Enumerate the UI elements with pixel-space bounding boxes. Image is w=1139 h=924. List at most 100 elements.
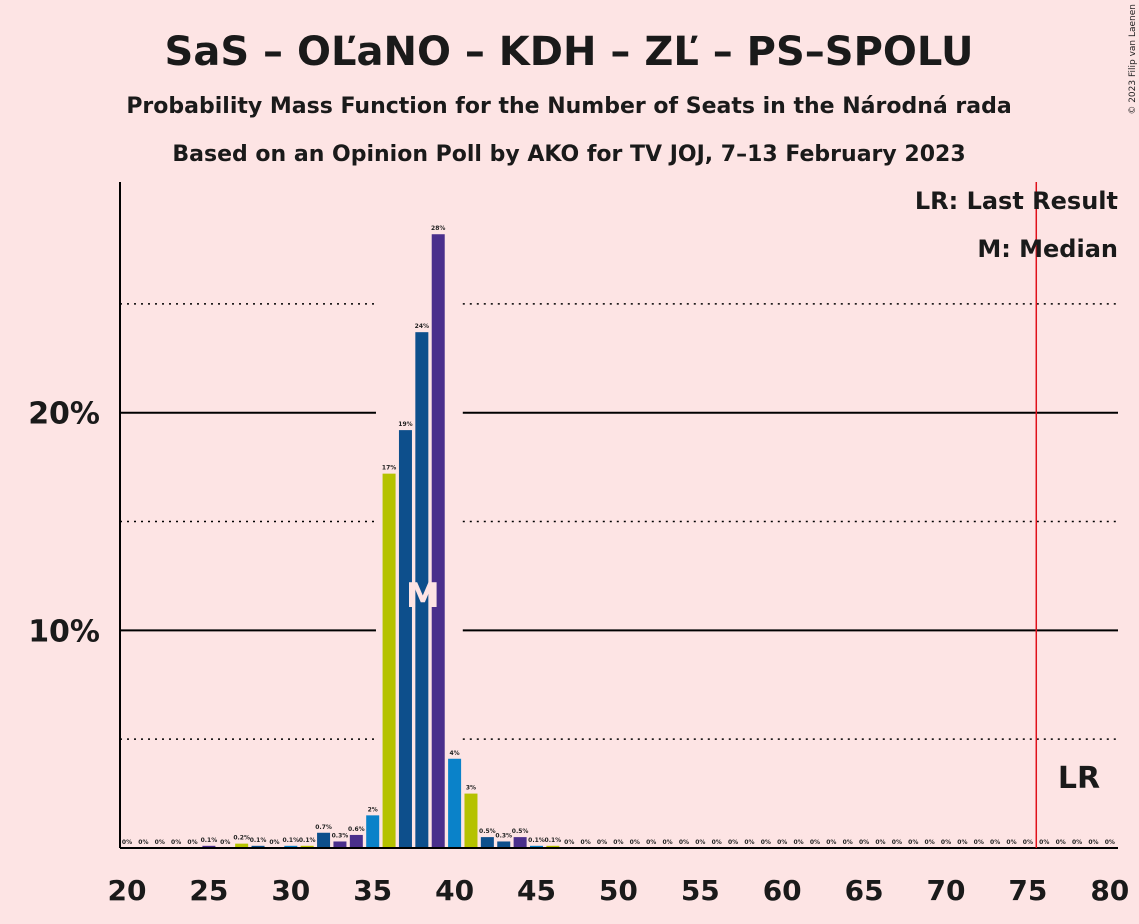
bar-label-49: 0%	[597, 839, 607, 846]
x-tick-label-50: 50	[599, 874, 638, 907]
bar-label-32: 0.7%	[315, 824, 332, 831]
bar-label-65: 0%	[859, 839, 869, 846]
bar-34	[349, 834, 363, 848]
bar-label-43: 0.3%	[495, 832, 512, 839]
bar-43	[497, 841, 511, 848]
bar-32	[317, 832, 331, 848]
x-tick-label-65: 65	[845, 874, 884, 907]
bar-label-38: 24%	[415, 323, 429, 330]
gridlines	[120, 303, 1118, 740]
bar-label-23: 0%	[171, 839, 181, 846]
bar-label-39: 28%	[431, 225, 445, 232]
copyright-note: © 2023 Filip van Laenen	[1128, 4, 1138, 115]
bar-36	[382, 473, 396, 848]
bar-label-50: 0%	[613, 839, 623, 846]
bar-label-27: 0.2%	[233, 835, 250, 842]
bar-label-21: 0%	[138, 839, 148, 846]
bar-label-41: 3%	[466, 785, 476, 792]
bar-label-61: 0%	[793, 839, 803, 846]
legend-median: M: Median	[977, 235, 1118, 263]
bar-label-52: 0%	[646, 839, 656, 846]
y-tick-labels: 10% 20%	[28, 397, 100, 650]
bar-38	[415, 332, 429, 848]
bar-label-31: 0.1%	[299, 837, 316, 844]
bar-label-67: 0%	[892, 839, 902, 846]
bar-46	[546, 845, 560, 848]
bar-label-40: 4%	[450, 750, 460, 757]
x-tick-label-40: 40	[435, 874, 474, 907]
bar-value-labels: 0% 0% 0% 0% 0% 0.1% 0%0.2% 0.1% 0% 0.1% 0.1%0.7%0.…	[122, 225, 1115, 846]
bar-label-74: 0%	[1006, 839, 1016, 846]
bar-label-22: 0%	[155, 839, 165, 846]
bar-label-66: 0%	[875, 839, 885, 846]
x-tick-label-60: 60	[763, 874, 802, 907]
y-tick-label-10: 10%	[28, 614, 100, 649]
bar-label-42: 0.5%	[479, 828, 496, 835]
bar-label-57: 0%	[728, 839, 738, 846]
bar-label-25: 0.1%	[201, 837, 218, 844]
bar-label-58: 0%	[744, 839, 754, 846]
bar-label-80: 0%	[1105, 839, 1115, 846]
bar-label-53: 0%	[662, 839, 672, 846]
bar-30	[284, 845, 298, 848]
bar-41	[464, 793, 478, 848]
bar-25	[202, 845, 216, 848]
bar-label-36: 17%	[382, 465, 396, 472]
x-tick-label-55: 55	[681, 874, 720, 907]
x-tick-label-20: 20	[108, 874, 147, 907]
bar-label-55: 0%	[695, 839, 705, 846]
x-tick-label-80: 80	[1090, 874, 1129, 907]
bar-label-30: 0.1%	[282, 837, 299, 844]
bar-45	[530, 845, 543, 848]
last-result-marker: LR	[1058, 761, 1100, 796]
bar-40	[448, 758, 462, 848]
bar-label-76: 0%	[1039, 839, 1049, 846]
bar-label-24: 0%	[187, 839, 197, 846]
x-tick-label-70: 70	[927, 874, 966, 907]
bar-44	[513, 837, 527, 848]
x-tick-label-30: 30	[271, 874, 310, 907]
bar-label-33: 0.3%	[332, 832, 349, 839]
bar-label-45: 0.1%	[528, 837, 545, 844]
bar-33	[333, 841, 347, 848]
legend-last-result: LR: Last Result	[915, 187, 1118, 215]
bar-label-71: 0%	[957, 839, 967, 846]
bar-label-73: 0%	[990, 839, 1000, 846]
chart-subtitle-2: Based on an Opinion Poll by AKO for TV J…	[172, 142, 965, 167]
bar-label-28: 0.1%	[250, 837, 267, 844]
x-tick-label-75: 75	[1008, 874, 1047, 907]
x-tick-label-45: 45	[517, 874, 556, 907]
bar-label-51: 0%	[630, 839, 640, 846]
chart-title: SaS – OĽaNO – KDH – ZĽ – PS–SPOLU	[165, 29, 974, 75]
x-tick-label-25: 25	[189, 874, 228, 907]
bar-35	[366, 815, 380, 848]
bar-label-35: 2%	[368, 806, 378, 813]
bar-label-59: 0%	[761, 839, 771, 846]
bar-label-20: 0%	[122, 839, 132, 846]
bar-27	[235, 843, 249, 848]
bar-label-37: 19%	[398, 421, 412, 428]
bar-42	[480, 837, 494, 848]
bar-label-60: 0%	[777, 839, 787, 846]
bars	[202, 234, 560, 848]
bar-label-26: 0%	[220, 839, 230, 846]
bar-label-68: 0%	[908, 839, 918, 846]
x-tick-label-35: 35	[353, 874, 392, 907]
bar-label-48: 0%	[581, 839, 591, 846]
bar-label-62: 0%	[810, 839, 820, 846]
bar-label-69: 0%	[925, 839, 935, 846]
bar-label-46: 0.1%	[545, 837, 562, 844]
chart-subtitle-1: Probability Mass Function for the Number…	[126, 94, 1011, 119]
bar-label-75: 0%	[1023, 839, 1033, 846]
bar-37	[398, 430, 412, 848]
bar-label-54: 0%	[679, 839, 689, 846]
bar-label-47: 0%	[564, 839, 574, 846]
y-tick-label-20: 20%	[28, 397, 100, 432]
bar-label-77: 0%	[1056, 839, 1066, 846]
bar-label-79: 0%	[1088, 839, 1098, 846]
bar-label-72: 0%	[974, 839, 984, 846]
bar-label-56: 0%	[712, 839, 722, 846]
bar-39	[431, 234, 445, 848]
